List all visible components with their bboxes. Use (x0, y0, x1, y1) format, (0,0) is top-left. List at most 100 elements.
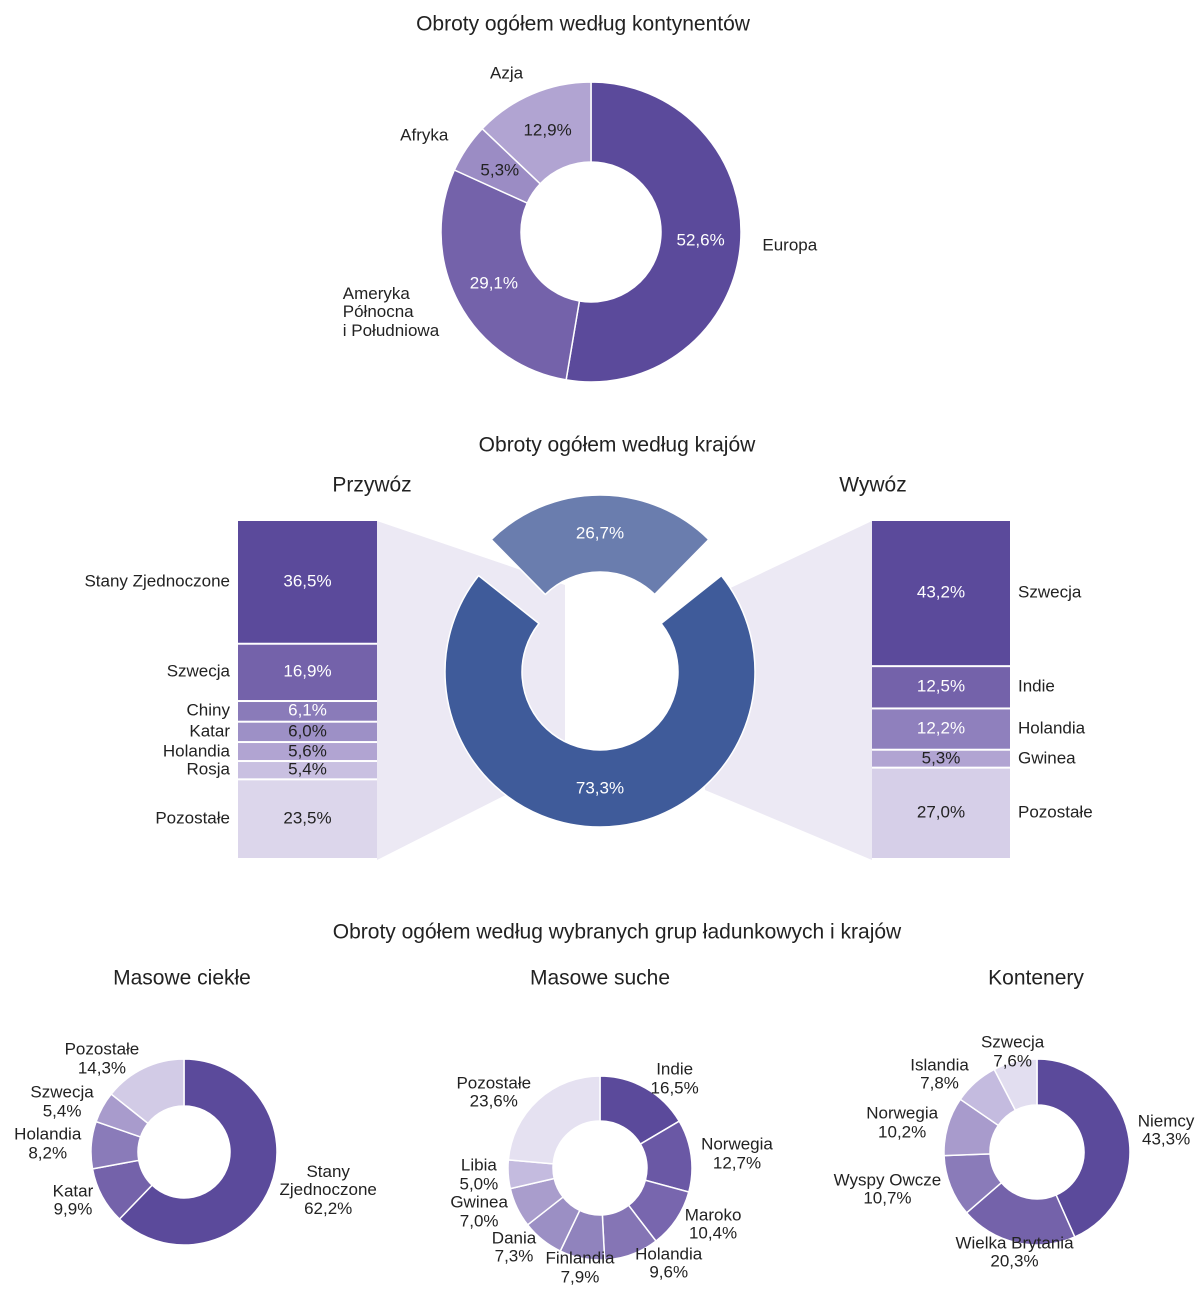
value-label: 73,3% (575, 778, 625, 798)
category-label: Dania (491, 1227, 537, 1247)
bar-segment (872, 521, 1010, 666)
segment-label: Dania 7,3% (491, 1227, 537, 1266)
category-label: Maroko (684, 1205, 742, 1225)
bar-segment (872, 709, 1010, 749)
category-label: Niemcy (1137, 1110, 1195, 1130)
value-label: 5,4% (42, 1101, 82, 1121)
value-label: 36,5% (283, 571, 332, 591)
category-label: Szwecja (166, 662, 230, 682)
funnel (705, 521, 872, 860)
donut-segment (490, 494, 710, 596)
bar-segment (238, 521, 377, 643)
category-label: Indie (656, 1059, 694, 1079)
value-label: 10,4% (688, 1223, 738, 1243)
value-label: 7,3% (494, 1246, 534, 1266)
value-label: 52,6% (676, 230, 725, 250)
segment-label: Norwegia 10,2% (866, 1104, 938, 1142)
value-label: 7,8% (920, 1073, 959, 1093)
chart-title: Masowe ciekłe (113, 966, 251, 990)
category-label: Szwecja (30, 1082, 94, 1102)
value-label: 12,5% (916, 676, 966, 696)
category-label: Rosja (186, 759, 230, 779)
chart-title: Obroty ogółem według kontynentów (416, 12, 750, 36)
bar-header: Wywóz (839, 473, 907, 497)
category-label: Pozostałe (1018, 802, 1093, 822)
value-label: 29,1% (469, 273, 518, 293)
category-label: Norwegia (701, 1134, 773, 1154)
segment-label: Pozostałe 14,3% (64, 1039, 140, 1078)
category-label: Gwinea (450, 1192, 508, 1212)
value-label: 14,3% (77, 1058, 127, 1078)
category-label: Katar (52, 1181, 94, 1201)
value-label: 9,6% (649, 1262, 689, 1282)
value-label: 23,6% (469, 1091, 518, 1111)
category-label: Libia (460, 1155, 497, 1175)
segment-label: Islandia 7,8% (910, 1055, 969, 1093)
value-label: 8,2% (28, 1143, 68, 1163)
value-label: 5,4% (288, 759, 327, 779)
segment-label: Katar 9,9% (52, 1181, 94, 1219)
donut-segment (440, 169, 581, 381)
bar-segment (872, 667, 1010, 708)
category-label: Holandia (14, 1124, 82, 1144)
category-label: Finlandia (545, 1248, 615, 1268)
value-label: 26,7% (575, 523, 625, 543)
bar-segment (238, 702, 377, 721)
section-title: Obroty ogółem według wybranych grup ładu… (332, 920, 902, 944)
segment-label: Stany Zjednoczone 62,2% (280, 1162, 377, 1218)
value-label: 16,9% (283, 662, 332, 682)
bar-segment (238, 722, 377, 742)
donut-segment (507, 1075, 601, 1165)
value-label: 7,0% (459, 1211, 499, 1230)
category-label: Islandia (910, 1055, 969, 1075)
category-label: Afryka (400, 125, 449, 145)
category-label: Azja (490, 63, 524, 83)
chart-title: Masowe suche (529, 966, 671, 990)
category-label: Szwecja (980, 1032, 1045, 1052)
chart-title: Kontenery (988, 966, 1084, 990)
value-label: 10,7% (863, 1188, 912, 1208)
category-label: Indie (1018, 676, 1055, 696)
value-label: 5,0% (459, 1174, 499, 1194)
segment-label: Szwecja 7,6% (981, 1033, 1044, 1070)
segment-label: Gwinea 7,0% (450, 1193, 508, 1230)
category-label: Szwecja (1018, 582, 1082, 602)
value-label: 9,9% (53, 1199, 93, 1219)
bar-segment (872, 750, 1010, 767)
category-label: Katar (189, 721, 230, 741)
value-label: 5,3% (921, 748, 961, 768)
value-label: 27,0% (916, 802, 966, 822)
segment-label: Maroko 10,4% (684, 1205, 742, 1243)
category-label: Stany Zjednoczone (84, 571, 230, 591)
donut-segment (110, 1058, 185, 1125)
value-label: 23,5% (283, 808, 332, 828)
value-label: 12,9% (523, 120, 572, 140)
value-label: 10,2% (878, 1122, 927, 1142)
segment-label: Szwecja 5,4% (30, 1082, 94, 1121)
segment-label: Libia 5,0% (459, 1156, 498, 1193)
value-label: 6,0% (288, 721, 327, 741)
value-label: 43,3% (1141, 1129, 1191, 1149)
donut-segment (993, 1058, 1038, 1112)
donut-segment (444, 574, 756, 828)
segment-label: Indie 16,5% (650, 1059, 699, 1098)
category-label: Ameryka Północna i Południowa (342, 283, 440, 341)
category-label: Pozostałe (155, 808, 230, 828)
segment-label: Niemcy 43,3% (1137, 1110, 1195, 1149)
value-label: 16,5% (650, 1078, 699, 1098)
category-label: Holandia (1018, 718, 1086, 738)
category-label: Europa (762, 235, 818, 255)
segment-label: Holandia 8,2% (14, 1124, 82, 1163)
segment-label: Holandia 9,6% (635, 1244, 702, 1282)
category-label: Pozostałe (64, 1039, 140, 1059)
bar-segment (872, 768, 1010, 858)
category-label: Stany Zjednoczone (279, 1161, 377, 1200)
segment-label: Pozostałe 23,6% (456, 1073, 531, 1111)
value-label: 43,2% (916, 582, 966, 602)
donut-segment (565, 81, 742, 383)
value-label: 5,3% (480, 160, 520, 180)
category-label: Wielka Brytania (955, 1232, 1074, 1252)
category-label: Wyspy Owcze (833, 1170, 942, 1190)
